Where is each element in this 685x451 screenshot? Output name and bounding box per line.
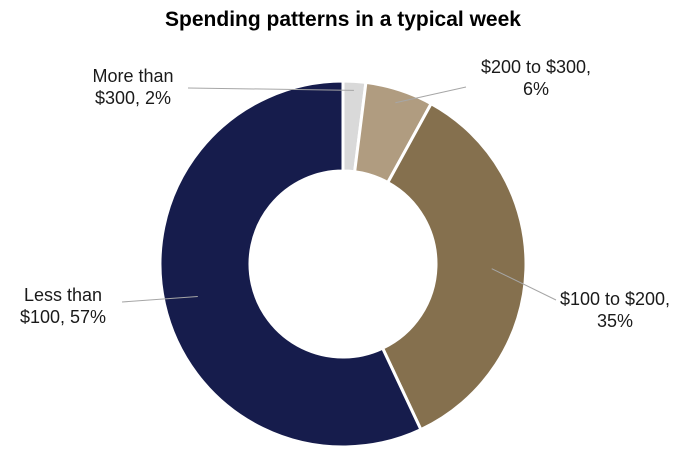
slice-label-200-to-300: $200 to $300, 6% [481, 57, 591, 99]
slice-label-less-than-100: Less than $100, 57% [20, 285, 106, 327]
leader-line-100-to-200 [491, 268, 557, 301]
leader-line-more-than-300 [187, 87, 354, 91]
leader-lines-group [121, 86, 557, 303]
slice-labels-group: More than $300, 2% $200 to $300, 6% $100 to … [20, 57, 670, 331]
leader-line-less-than-100 [121, 295, 198, 303]
slice-less-than-100 [158, 79, 423, 449]
slice-label-100-to-200: $100 to $200, 35% [560, 289, 670, 331]
slice-100-to-200 [381, 102, 528, 432]
chart-title: Spending patterns in a typical week [165, 8, 521, 31]
slices-group [158, 79, 528, 449]
slice-label-more-than-300: More than $300, 2% [92, 66, 173, 108]
leader-line-200-to-300 [395, 86, 467, 104]
